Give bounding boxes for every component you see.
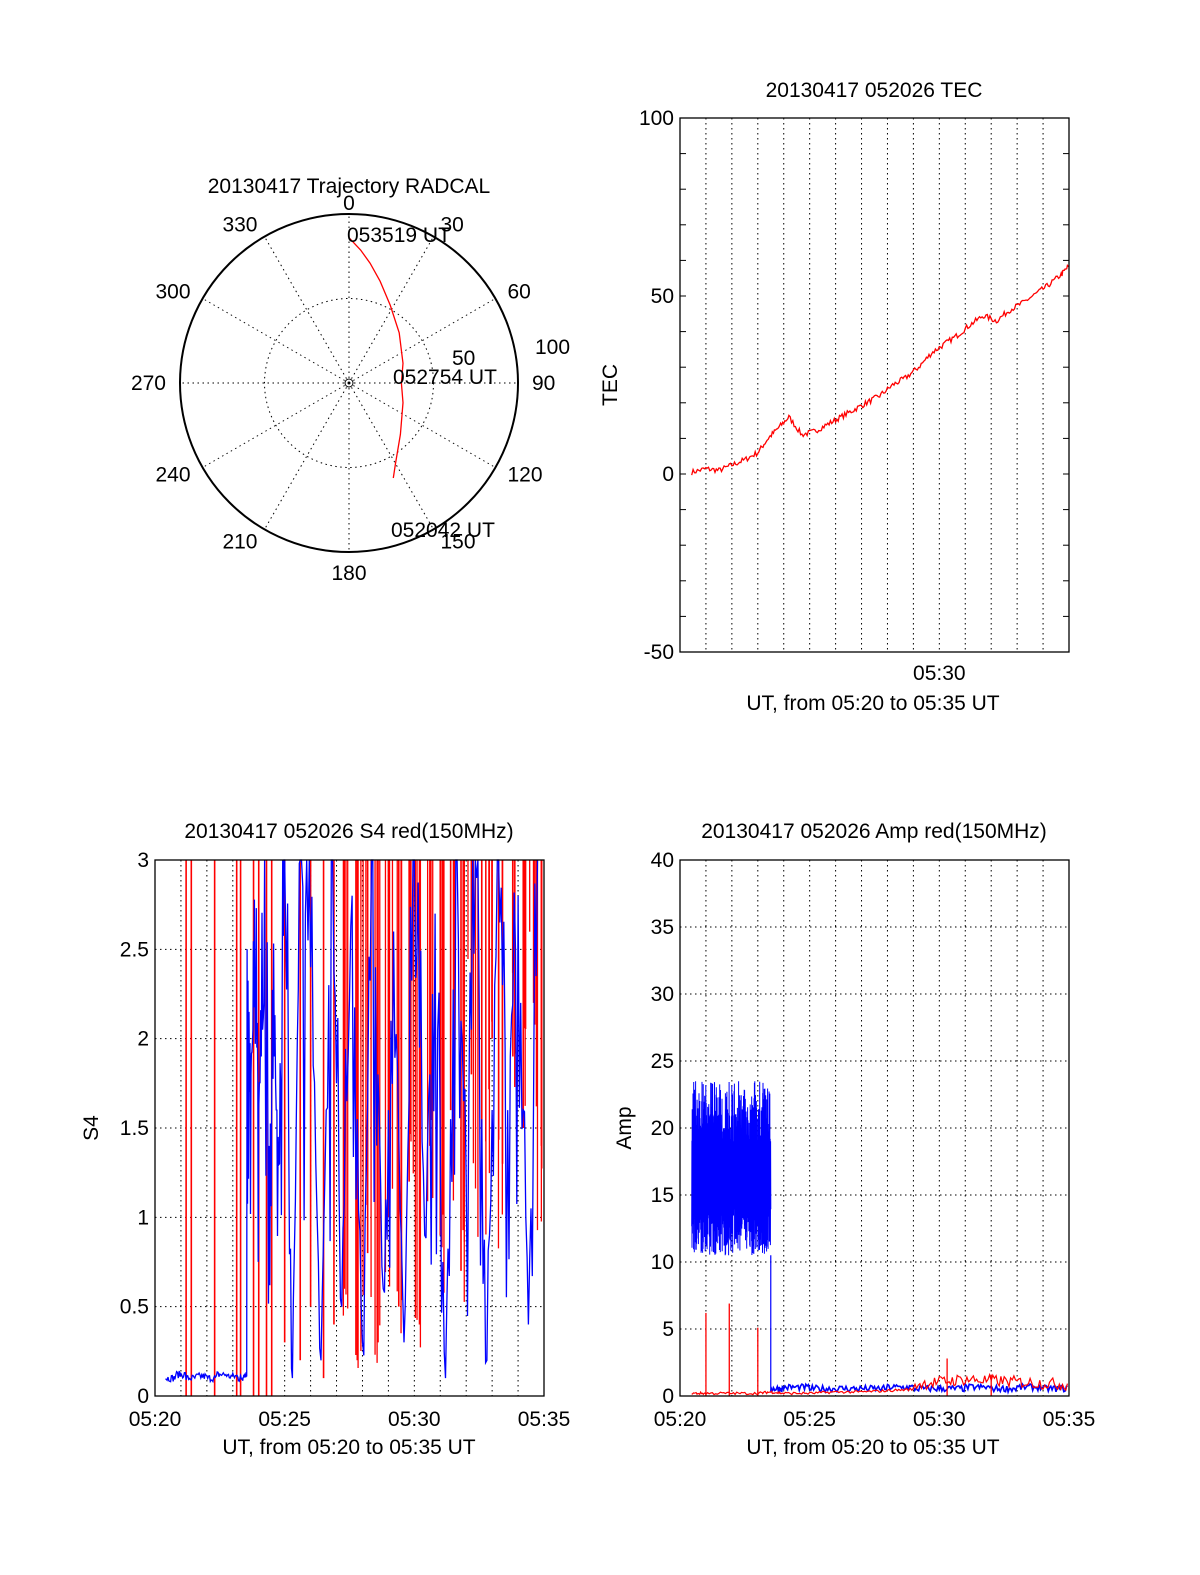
tec-ytick-label: 50 bbox=[651, 285, 674, 308]
azimuth-label-120: 120 bbox=[507, 464, 542, 487]
amp-ytick-label: 0 bbox=[662, 1385, 674, 1408]
trajectory-annotation-mid: 052754 UT bbox=[393, 366, 497, 389]
s4-blue-series bbox=[165, 859, 539, 1384]
polar-azimuth-labels: 0 30 60 90 120 150 180 210 240 270 300 330 bbox=[131, 192, 555, 585]
s4-ytick-label: 0.5 bbox=[120, 1296, 149, 1319]
polar-spoke-330 bbox=[264, 236, 350, 384]
polar-grid-ring-50 bbox=[264, 298, 434, 468]
amp-xlabel: UT, from 05:20 to 05:35 UT bbox=[746, 1436, 999, 1459]
amp-ytick-label: 25 bbox=[651, 1050, 674, 1073]
amp-ytick-label: 10 bbox=[651, 1251, 674, 1274]
tec-xtick-label: 05:30 bbox=[913, 662, 966, 685]
amp-ylabel: Amp bbox=[613, 1106, 636, 1149]
amp-ytick-label: 15 bbox=[651, 1184, 674, 1207]
tec-title: 20130417 052026 TEC bbox=[766, 79, 983, 102]
azimuth-label-300: 300 bbox=[155, 281, 190, 304]
azimuth-label-90: 90 bbox=[532, 372, 555, 395]
amp-title: 20130417 052026 Amp red(150MHz) bbox=[701, 820, 1047, 843]
tec-ytick-label: -50 bbox=[644, 641, 674, 664]
trajectory-annotation-end: 053519 UT bbox=[347, 224, 451, 247]
tec-frame bbox=[679, 117, 1070, 653]
azimuth-label-210: 210 bbox=[222, 530, 257, 553]
amp-panel: 20130417 052026 Amp red(150MHz) 0 5 10 15 20… bbox=[613, 820, 1095, 1459]
s4-xtick-label: 05:20 bbox=[129, 1408, 182, 1431]
s4-ytick-label: 1 bbox=[137, 1206, 149, 1229]
tec-xlabel: UT, from 05:20 to 05:35 UT bbox=[746, 692, 999, 715]
s4-ytick-label: 1.5 bbox=[120, 1117, 149, 1140]
polar-spoke-210 bbox=[264, 382, 350, 530]
azimuth-label-0: 0 bbox=[343, 192, 355, 215]
tec-ytick-label: 0 bbox=[662, 463, 674, 486]
s4-tick-labels: 0 0.5 1 1.5 2 2.5 3 05:20 05:25 05:30 05:35 bbox=[120, 849, 570, 1431]
amp-tick-labels: 0 5 10 15 20 25 30 35 40 05:20 05:25 05:30 05:35 bbox=[651, 849, 1096, 1431]
s4-ytick-label: 2.5 bbox=[120, 938, 149, 961]
s4-ytick-label: 0 bbox=[137, 1385, 149, 1408]
radial-label-100: 100 bbox=[535, 336, 570, 359]
trajectory-panel: 20130417 Trajectory RADCAL 0 30 60 90 120 150… bbox=[131, 175, 570, 585]
polar-spoke-60 bbox=[348, 298, 496, 384]
polar-spoke-30 bbox=[348, 236, 434, 384]
s4-xlabel: UT, from 05:20 to 05:35 UT bbox=[222, 1436, 475, 1459]
tec-tick-labels: -50 0 50 100 05:30 bbox=[639, 107, 966, 685]
trajectory-track bbox=[348, 237, 404, 479]
s4-title: 20130417 052026 S4 red(150MHz) bbox=[184, 820, 513, 843]
amp-frame bbox=[679, 859, 1070, 1397]
amp-ytick-label: 30 bbox=[651, 983, 674, 1006]
amp-blue-band bbox=[691, 1081, 772, 1256]
amp-xtick-label: 05:20 bbox=[654, 1408, 707, 1431]
trajectory-title: 20130417 Trajectory RADCAL bbox=[208, 175, 491, 198]
azimuth-label-180: 180 bbox=[331, 562, 366, 585]
radial-label-50: 50 bbox=[452, 347, 475, 370]
polar-center-marker bbox=[344, 378, 354, 388]
s4-xtick-label: 05:35 bbox=[518, 1408, 571, 1431]
polar-spoke-120 bbox=[348, 382, 496, 468]
trajectory-annotation-start: 052042 UT bbox=[391, 519, 495, 542]
amp-blue-series bbox=[691, 1081, 1068, 1395]
azimuth-label-270: 270 bbox=[131, 372, 166, 395]
tec-series-line bbox=[691, 264, 1070, 476]
amp-ytick-label: 20 bbox=[651, 1117, 674, 1140]
azimuth-label-150: 150 bbox=[441, 530, 476, 553]
azimuth-label-240: 240 bbox=[155, 464, 190, 487]
amp-red-line bbox=[691, 1372, 1068, 1396]
s4-xtick-label: 05:25 bbox=[258, 1408, 311, 1431]
tec-ylabel: TEC bbox=[599, 364, 622, 406]
azimuth-label-30: 30 bbox=[441, 214, 464, 237]
polar-spoke-300 bbox=[202, 298, 350, 384]
amp-ytick-label: 5 bbox=[662, 1318, 674, 1341]
s4-xtick-label: 05:30 bbox=[388, 1408, 441, 1431]
tec-grid bbox=[680, 117, 1069, 653]
azimuth-label-60: 60 bbox=[507, 281, 530, 304]
s4-ytick-label: 3 bbox=[137, 849, 149, 872]
polar-spoke-240 bbox=[202, 382, 350, 468]
s4-panel: 20130417 052026 S4 red(150MHz) 0 0.5 1 1.5 2… bbox=[80, 820, 570, 1459]
amp-xtick-label: 05:35 bbox=[1043, 1408, 1096, 1431]
amp-xtick-label: 05:30 bbox=[913, 1408, 966, 1431]
polar-grid bbox=[180, 214, 518, 552]
amp-blue-tail bbox=[770, 1382, 1068, 1395]
tec-ytick-label: 100 bbox=[639, 107, 674, 130]
tec-panel: 20130417 052026 TEC -50 0 50 100 05:30 UT, f… bbox=[599, 79, 1070, 715]
s4-ytick-label: 2 bbox=[137, 1028, 149, 1051]
amp-ytick-label: 40 bbox=[651, 849, 674, 872]
polar-spoke-150 bbox=[348, 382, 434, 530]
s4-frame bbox=[154, 859, 545, 1397]
amp-red-series bbox=[691, 1303, 1068, 1396]
amp-ytick-label: 35 bbox=[651, 916, 674, 939]
azimuth-label-330: 330 bbox=[222, 214, 257, 237]
polar-outer-ring bbox=[179, 213, 519, 553]
s4-ylabel: S4 bbox=[80, 1115, 103, 1141]
amp-xtick-label: 05:25 bbox=[783, 1408, 836, 1431]
